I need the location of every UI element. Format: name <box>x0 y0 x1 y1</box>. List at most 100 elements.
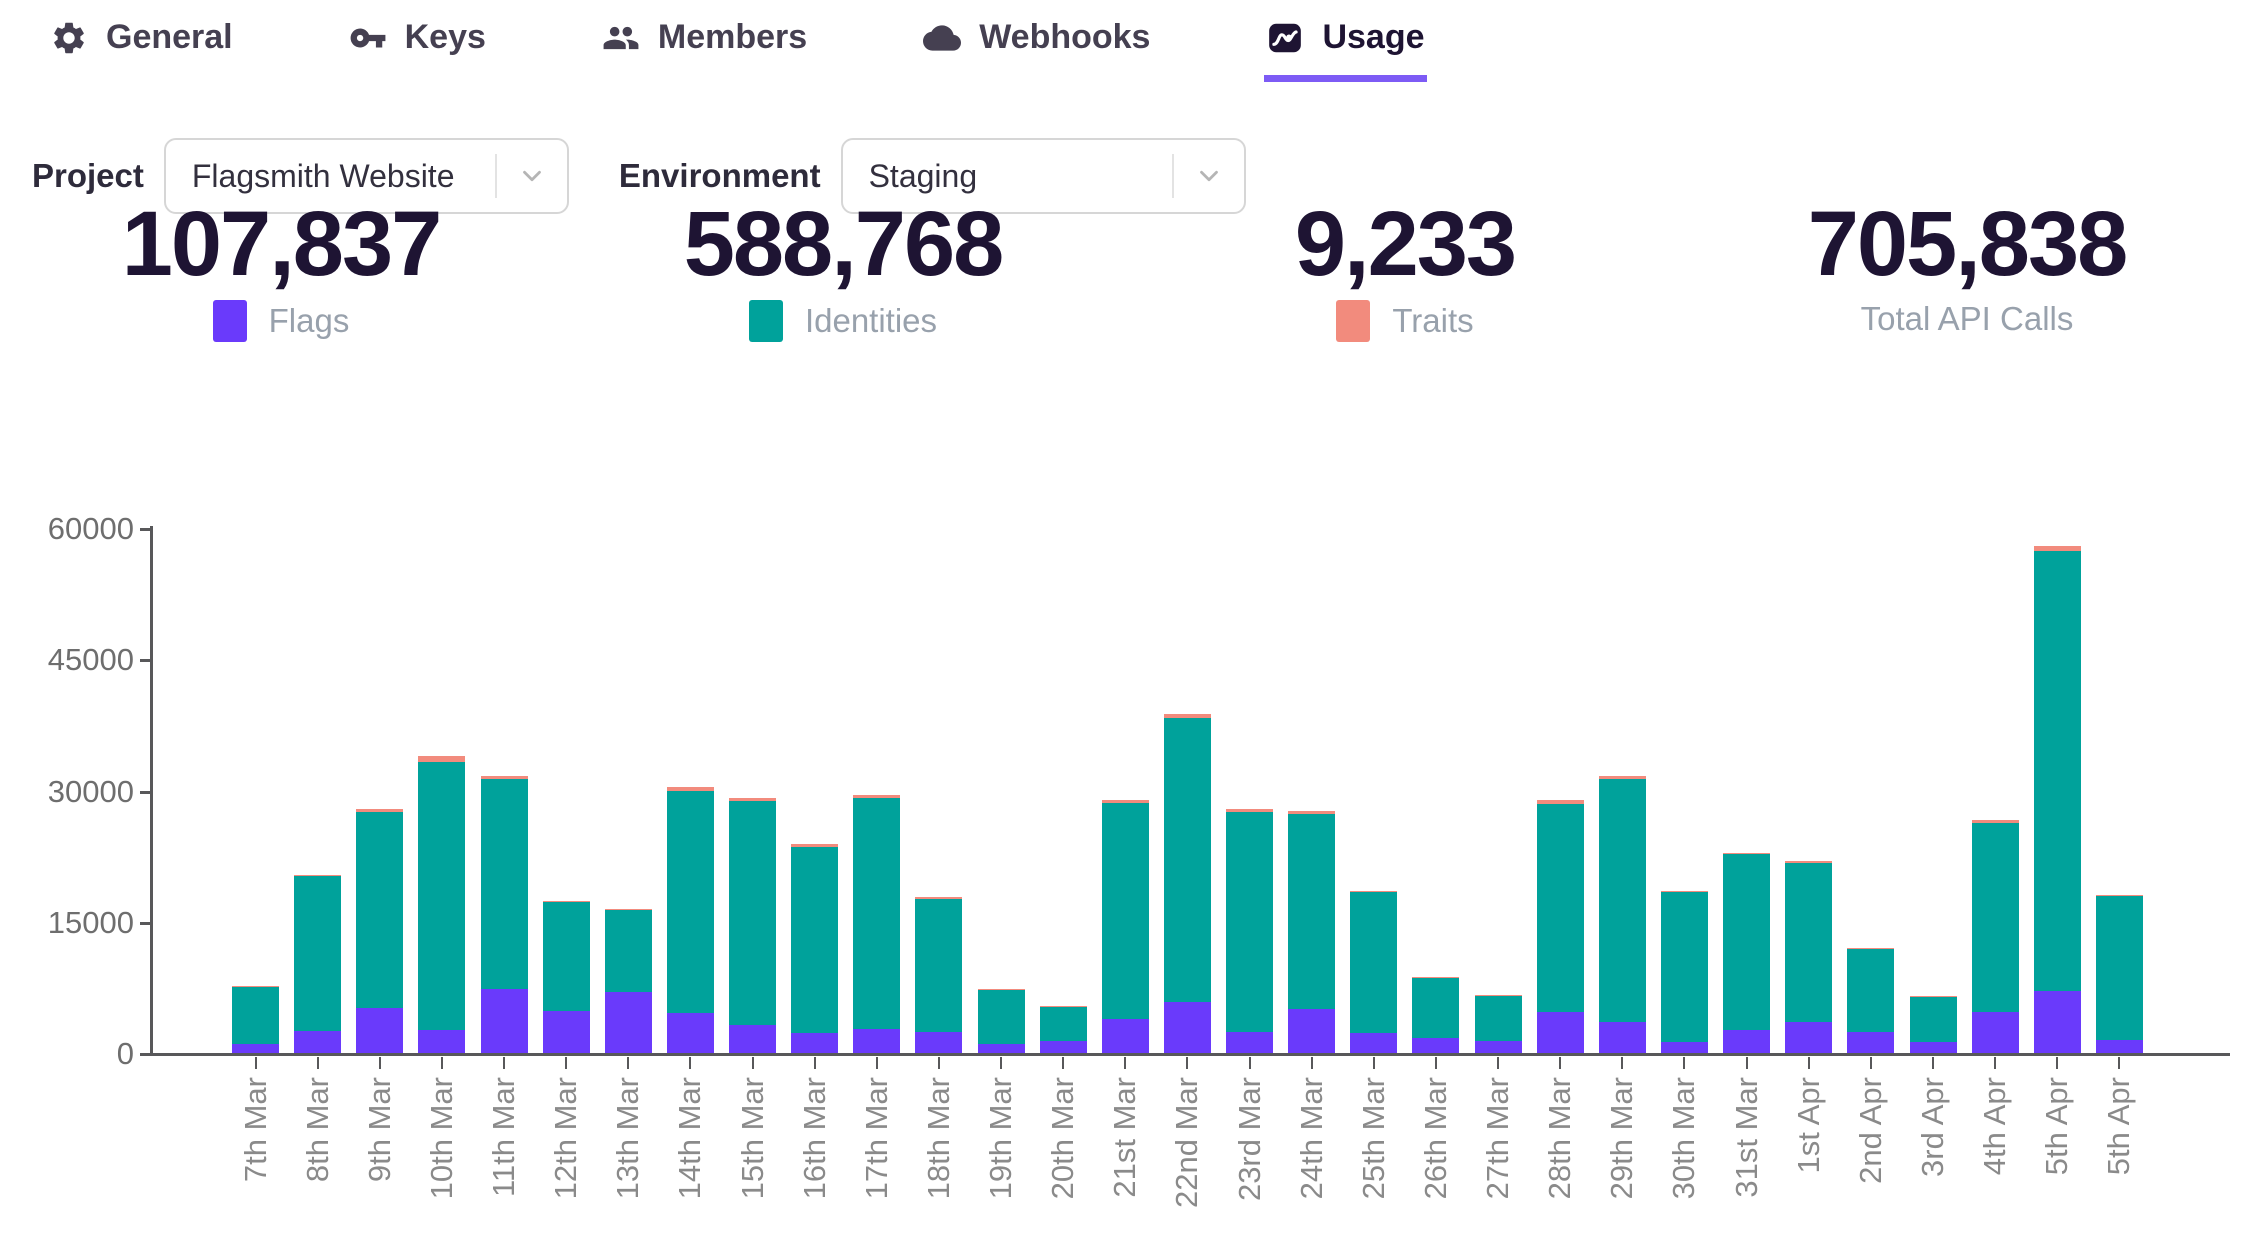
project-select[interactable]: Flagsmith Website <box>163 138 569 214</box>
chevron-down-icon[interactable] <box>1174 161 1244 191</box>
identities-legend-label: Identities <box>804 302 938 339</box>
bar-segment-traits <box>1226 808 1274 812</box>
x-tick-label-text: 10th Mar <box>423 1077 459 1200</box>
bar-segment-traits <box>294 874 342 877</box>
x-tick <box>1497 1057 1500 1069</box>
bar-segment-identities <box>791 846 839 1033</box>
tab-usage[interactable]: Usage <box>1264 12 1427 82</box>
y-tick <box>140 659 150 663</box>
x-tick-label-text: 22nd Mar <box>1169 1077 1205 1208</box>
bar-segment-flags <box>1163 1002 1211 1053</box>
bar-segment-traits <box>1163 713 1211 718</box>
chevron-down-icon[interactable] <box>497 161 567 191</box>
x-tick-label-text: 29th Mar <box>1604 1077 1640 1200</box>
x-tick-label-text: 2nd Apr <box>1852 1077 1888 1184</box>
y-tick-label: 45000 <box>47 642 134 678</box>
x-tick <box>1248 1057 1251 1069</box>
bar-segment-traits <box>915 897 963 899</box>
x-tick <box>440 1057 443 1069</box>
bar-segment-flags <box>1288 1009 1336 1053</box>
tab-webhooks-label: Webhooks <box>979 18 1151 56</box>
bar-segment-identities <box>1847 948 1895 1032</box>
bar-segment-identities <box>604 909 652 992</box>
bar-segment-identities <box>2033 550 2081 991</box>
stacked-bar <box>1847 947 1895 1053</box>
bar-segment-flags <box>418 1030 466 1053</box>
stacked-bar <box>480 775 528 1053</box>
bar-segment-traits <box>418 756 466 762</box>
tab-members-label: Members <box>657 18 808 56</box>
stacked-bar <box>604 908 652 1053</box>
bar-segment-identities <box>1660 892 1708 1042</box>
tab-keys[interactable]: Keys <box>347 12 488 82</box>
tab-members[interactable]: Members <box>600 12 809 82</box>
bar-segment-traits <box>1536 800 1584 804</box>
stacked-bar <box>1536 800 1584 1053</box>
bar-segment-identities <box>1723 853 1771 1031</box>
bar-segment-flags <box>1723 1030 1771 1053</box>
stacked-bar <box>1723 852 1771 1053</box>
bar-segment-traits <box>604 908 652 910</box>
x-tick <box>1434 1057 1437 1069</box>
bar-segment-identities <box>2095 895 2143 1040</box>
select-divider <box>494 154 497 198</box>
stacked-bar <box>1350 891 1398 1053</box>
x-tick-label-text: 21st Mar <box>1107 1077 1143 1198</box>
tab-general-label: General <box>106 18 233 56</box>
x-tick-label-text: 30th Mar <box>1666 1077 1702 1200</box>
bar-segment-flags <box>356 1007 404 1053</box>
x-tick <box>875 1057 878 1069</box>
bar-segment-identities <box>1971 823 2019 1012</box>
y-tick-label: 30000 <box>47 773 134 809</box>
select-divider <box>1171 154 1174 198</box>
tab-general[interactable]: General <box>48 12 235 82</box>
bar-segment-traits <box>1660 891 1708 893</box>
stacked-bar <box>2095 894 2143 1053</box>
stacked-bar <box>1101 800 1149 1053</box>
stacked-bar <box>1163 713 1211 1053</box>
x-tick <box>1124 1057 1127 1069</box>
bar-segment-flags <box>2033 990 2081 1053</box>
bar-segment-traits <box>1288 810 1336 814</box>
environment-select[interactable]: Staging <box>840 138 1246 214</box>
x-tick <box>751 1057 754 1069</box>
x-tick <box>813 1057 816 1069</box>
flags-legend-swatch <box>212 300 247 342</box>
identities-legend-swatch <box>748 300 783 342</box>
bar-segment-flags <box>480 989 528 1053</box>
x-tick-label-text: 17th Mar <box>858 1077 894 1200</box>
bar-segment-traits <box>2033 546 2081 551</box>
bar-segment-traits <box>542 900 590 903</box>
chart-icon <box>1269 23 1302 52</box>
members-icon <box>603 26 639 49</box>
bar-segment-identities <box>1101 803 1149 1019</box>
stacked-bar <box>666 787 714 1053</box>
bar-segment-identities <box>666 790 714 1013</box>
stat-traits: 9,233 Traits <box>1124 198 1686 342</box>
bar-segment-traits <box>1039 1006 1087 1008</box>
bar-segment-flags <box>1971 1011 2019 1053</box>
bar-segment-flags <box>853 1028 901 1053</box>
y-tick <box>140 921 150 925</box>
bar-segment-identities <box>915 898 963 1032</box>
bar-segment-flags <box>1785 1022 1833 1053</box>
bar-segment-identities <box>480 778 528 990</box>
x-tick-label-text: 5th Apr <box>2101 1077 2137 1176</box>
x-tick-label-text: 4th Apr <box>1977 1077 2013 1176</box>
bar-segment-flags <box>232 1044 279 1053</box>
identities-count: 588,768 <box>683 193 1005 295</box>
stacked-bar <box>356 808 404 1053</box>
stacked-bar <box>977 989 1025 1053</box>
x-tick-label-text: 19th Mar <box>983 1077 1019 1200</box>
bar-segment-traits <box>1971 820 2019 824</box>
x-tick <box>1683 1057 1686 1069</box>
tab-webhooks[interactable]: Webhooks <box>921 12 1152 82</box>
bar-segment-flags <box>2095 1039 2143 1053</box>
bar-segment-traits <box>1474 994 1522 996</box>
bar-segment-flags <box>1598 1021 1646 1053</box>
x-tick-label-text: 5th Apr <box>2039 1077 2075 1176</box>
bar-segment-flags <box>977 1044 1025 1053</box>
y-tick <box>140 528 150 531</box>
stacked-bar <box>1971 820 2019 1053</box>
stacked-bar <box>1660 891 1708 1053</box>
